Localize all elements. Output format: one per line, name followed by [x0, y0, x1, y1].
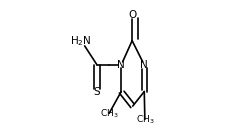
Text: CH$_3$: CH$_3$ [135, 113, 154, 126]
Text: O: O [128, 10, 136, 20]
Text: H$_2$N: H$_2$N [70, 34, 92, 48]
Text: N: N [140, 60, 148, 70]
Text: S: S [94, 87, 100, 97]
Text: N: N [117, 60, 125, 70]
Text: CH$_3$: CH$_3$ [100, 107, 118, 120]
